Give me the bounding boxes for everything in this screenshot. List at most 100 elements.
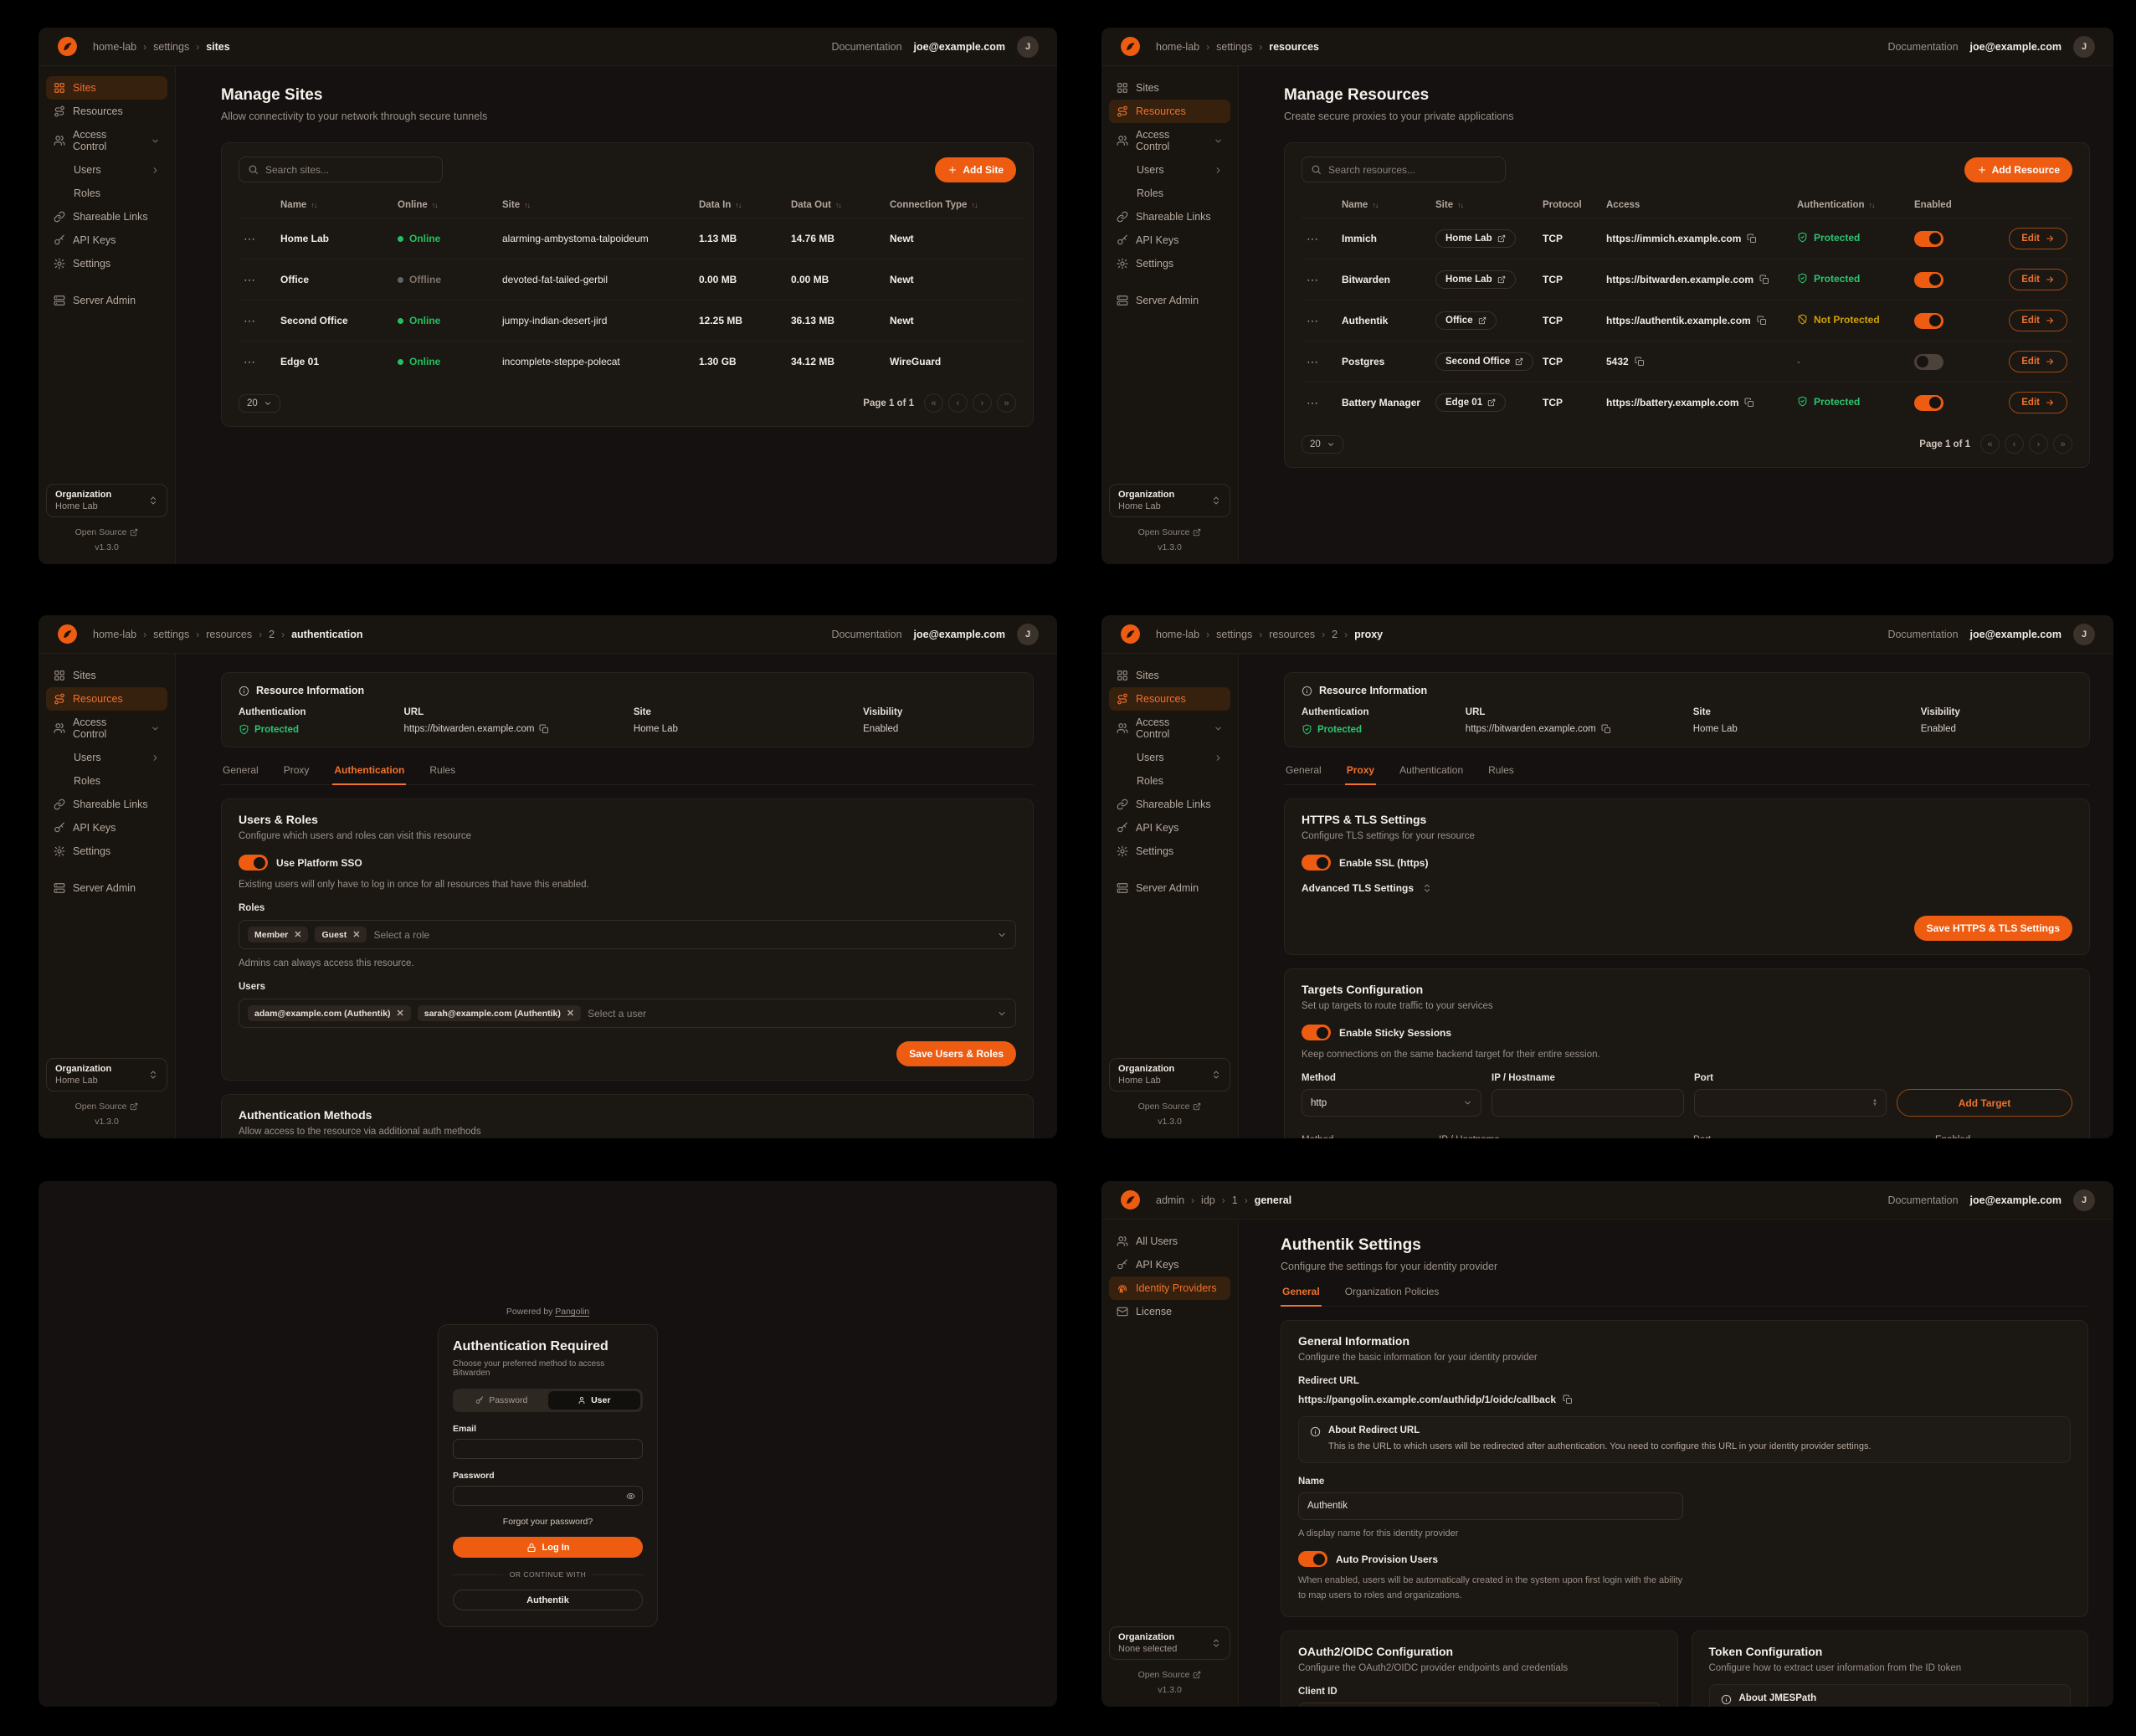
sidebar-item-users[interactable]: Users	[1109, 158, 1230, 182]
page-size-select[interactable]: 20	[239, 393, 280, 413]
sidebar-item-server-admin[interactable]: Server Admin	[1109, 876, 1230, 900]
breadcrumb-item[interactable]: home-lab	[1156, 628, 1200, 640]
documentation-link[interactable]: Documentation	[831, 40, 902, 53]
tab-user[interactable]: User	[547, 1391, 640, 1410]
user-email[interactable]: joe@example.com	[1969, 40, 2062, 53]
sidebar-item-sites[interactable]: Sites	[46, 76, 167, 100]
pagination-first-button[interactable]: «	[1980, 434, 2000, 454]
sidebar-item-sites[interactable]: Sites	[1109, 664, 1230, 687]
row-menu-button[interactable]: ⋯	[1307, 272, 1319, 286]
edit-button[interactable]: Edit	[2009, 310, 2067, 331]
site-link[interactable]: Edge 01	[1435, 393, 1507, 412]
search-input[interactable]	[239, 157, 443, 182]
site-link[interactable]: Office	[1435, 311, 1497, 330]
edit-button[interactable]: Edit	[2009, 228, 2067, 249]
sidebar-item-settings[interactable]: Settings	[46, 840, 167, 863]
page-size-select[interactable]: 20	[1302, 434, 1343, 454]
remove-chip-icon[interactable]: ✕	[294, 930, 302, 940]
avatar[interactable]: J	[2073, 623, 2095, 645]
sidebar-item-access-control[interactable]: Access Control	[46, 123, 167, 158]
access-url[interactable]: https://authentik.example.com	[1606, 315, 1751, 326]
sticky-sessions-toggle[interactable]	[1302, 1025, 1331, 1040]
breadcrumb-item[interactable]: home-lab	[93, 40, 137, 53]
open-source-link[interactable]: Open Source	[1109, 527, 1230, 537]
organization-selector[interactable]: Organization Home Lab	[1109, 484, 1230, 517]
sidebar-item-shareable-links[interactable]: Shareable Links	[1109, 793, 1230, 816]
organization-selector[interactable]: Organization Home Lab	[46, 484, 167, 517]
access-url[interactable]: https://immich.example.com	[1606, 233, 1742, 244]
enable-ssl-toggle[interactable]	[1302, 855, 1331, 871]
add-resource-button[interactable]: Add Resource	[1964, 157, 2072, 182]
documentation-link[interactable]: Documentation	[1887, 628, 1959, 640]
tab-general[interactable]: General	[1286, 764, 1322, 776]
sidebar-item-sites[interactable]: Sites	[1109, 76, 1230, 100]
password-field[interactable]	[453, 1486, 643, 1506]
open-source-link[interactable]: Open Source	[46, 527, 167, 537]
sidebar-item-sites[interactable]: Sites	[46, 664, 167, 687]
tab-authentication[interactable]: Authentication	[332, 764, 407, 785]
copy-icon[interactable]	[1747, 234, 1757, 244]
remove-chip-icon[interactable]: ✕	[352, 930, 361, 940]
avatar[interactable]: J	[2073, 1189, 2095, 1211]
row-menu-button[interactable]: ⋯	[244, 231, 256, 245]
sidebar-item-license[interactable]: License	[1109, 1300, 1230, 1323]
breadcrumb-item[interactable]: resources	[206, 628, 253, 640]
enabled-toggle[interactable]	[1914, 353, 1943, 370]
site-link[interactable]: Second Office	[1435, 352, 1534, 371]
tab-rules[interactable]: Rules	[1488, 764, 1514, 776]
port-input[interactable]: ▲ ▼	[1694, 1089, 1887, 1117]
sidebar-item-settings[interactable]: Settings	[1109, 840, 1230, 863]
sidebar-item-roles[interactable]: Roles	[1109, 182, 1230, 205]
avatar[interactable]: J	[2073, 35, 2095, 58]
documentation-link[interactable]: Documentation	[1887, 40, 1959, 53]
add-target-button[interactable]: Add Target	[1897, 1089, 2072, 1117]
row-menu-button[interactable]: ⋯	[1307, 231, 1319, 245]
copy-icon[interactable]	[1563, 1394, 1573, 1405]
breadcrumb-item[interactable]: home-lab	[93, 628, 137, 640]
sidebar-item-roles[interactable]: Roles	[46, 769, 167, 793]
pagination-prev-button[interactable]: ‹	[2005, 434, 2024, 454]
tab-general[interactable]: General	[1281, 1286, 1322, 1307]
access-url[interactable]: https://bitwarden.example.com	[1606, 274, 1754, 285]
breadcrumb-item[interactable]: 2	[1332, 628, 1338, 640]
sidebar-item-roles[interactable]: Roles	[1109, 769, 1230, 793]
pagination-last-button[interactable]: »	[2053, 434, 2072, 454]
organization-selector[interactable]: Organization Home Lab	[1109, 1058, 1230, 1091]
sidebar-item-server-admin[interactable]: Server Admin	[46, 289, 167, 312]
edit-button[interactable]: Edit	[2009, 269, 2067, 290]
authentik-sso-button[interactable]: Authentik	[453, 1590, 643, 1610]
enabled-toggle[interactable]	[1914, 312, 1943, 329]
pagination-last-button[interactable]: »	[997, 393, 1016, 413]
ip-hostname-input[interactable]	[1492, 1089, 1684, 1117]
users-multiselect[interactable]: adam@example.com (Authentik) ✕ sarah@exam…	[239, 999, 1016, 1028]
copy-icon[interactable]	[539, 724, 549, 734]
column-header-site[interactable]: Site ↑↓	[497, 193, 694, 218]
copy-icon[interactable]	[1601, 724, 1611, 734]
breadcrumb-item[interactable]: settings	[1216, 628, 1253, 640]
avatar[interactable]: J	[1017, 623, 1039, 645]
column-header-connection-type[interactable]: Connection Type ↑↓	[885, 193, 1023, 218]
pagination-next-button[interactable]: ›	[973, 393, 992, 413]
sidebar-item-identity-providers[interactable]: Identity Providers	[1109, 1276, 1230, 1300]
breadcrumb-item[interactable]: idp	[1201, 1194, 1215, 1206]
tab-rules[interactable]: Rules	[429, 764, 456, 776]
sidebar-item-api-keys[interactable]: API Keys	[1109, 816, 1230, 840]
sidebar-item-api-keys[interactable]: API Keys	[1109, 229, 1230, 252]
tab-proxy[interactable]: Proxy	[283, 764, 310, 776]
add-site-button[interactable]: Add Site	[935, 157, 1016, 182]
sidebar-item-users[interactable]: Users	[46, 158, 167, 182]
name-input[interactable]	[1298, 1492, 1683, 1520]
access-port[interactable]: 5432	[1606, 356, 1629, 367]
edit-button[interactable]: Edit	[2009, 351, 2067, 372]
sidebar-item-shareable-links[interactable]: Shareable Links	[1109, 205, 1230, 229]
sidebar-item-access-control[interactable]: Access Control	[1109, 711, 1230, 746]
row-menu-button[interactable]: ⋯	[244, 354, 256, 368]
sidebar-item-roles[interactable]: Roles	[46, 182, 167, 205]
save-users-roles-button[interactable]: Save Users & Roles	[896, 1041, 1016, 1066]
user-email[interactable]: joe@example.com	[913, 628, 1005, 640]
breadcrumb-item[interactable]: settings	[1216, 40, 1253, 53]
client-id-input[interactable]	[1298, 1703, 1661, 1707]
open-source-link[interactable]: Open Source	[1109, 1102, 1230, 1112]
forgot-password-link[interactable]: Forgot your password?	[502, 1517, 593, 1527]
tab-authentication[interactable]: Authentication	[1399, 764, 1464, 776]
